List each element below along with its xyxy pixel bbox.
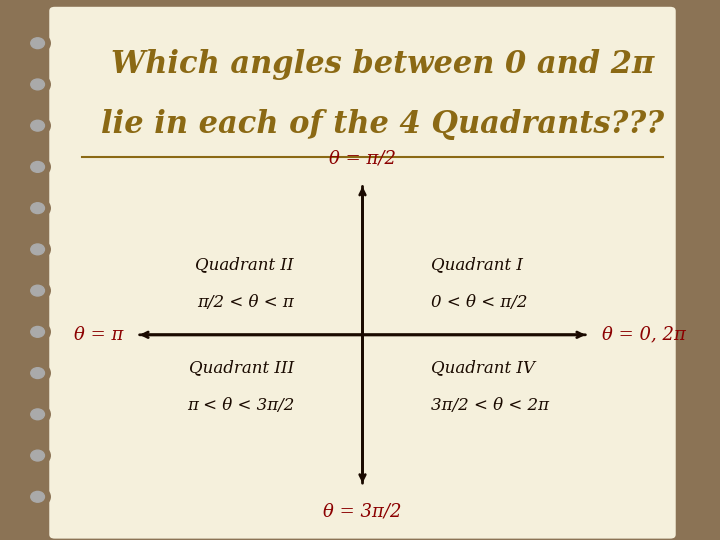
- Text: π/2 < θ < π: π/2 < θ < π: [197, 294, 294, 311]
- Circle shape: [31, 491, 45, 502]
- Text: Quadrant I: Quadrant I: [431, 256, 523, 273]
- Text: θ = 3π/2: θ = 3π/2: [323, 502, 402, 520]
- Circle shape: [31, 450, 45, 461]
- FancyBboxPatch shape: [48, 5, 677, 540]
- Text: θ = π/2: θ = π/2: [329, 150, 396, 167]
- Text: Which angles between 0 and 2π: Which angles between 0 and 2π: [112, 49, 654, 80]
- Circle shape: [31, 409, 45, 420]
- Circle shape: [31, 38, 45, 49]
- Text: θ = 0, 2π: θ = 0, 2π: [602, 326, 685, 344]
- Circle shape: [31, 327, 45, 338]
- Text: Quadrant III: Quadrant III: [189, 359, 294, 376]
- Text: 0 < θ < π/2: 0 < θ < π/2: [431, 294, 527, 311]
- Circle shape: [31, 244, 45, 255]
- Text: Quadrant II: Quadrant II: [195, 256, 294, 273]
- Text: θ = π: θ = π: [73, 326, 123, 344]
- Circle shape: [31, 368, 45, 379]
- Circle shape: [31, 202, 45, 213]
- Text: lie in each of the 4 Quadrants???: lie in each of the 4 Quadrants???: [102, 109, 665, 140]
- Text: π < θ < 3π/2: π < θ < 3π/2: [186, 396, 294, 414]
- Text: Quadrant IV: Quadrant IV: [431, 359, 535, 376]
- Circle shape: [31, 79, 45, 90]
- Circle shape: [31, 120, 45, 131]
- Circle shape: [31, 161, 45, 172]
- Text: 3π/2 < θ < 2π: 3π/2 < θ < 2π: [431, 396, 549, 414]
- Circle shape: [31, 285, 45, 296]
